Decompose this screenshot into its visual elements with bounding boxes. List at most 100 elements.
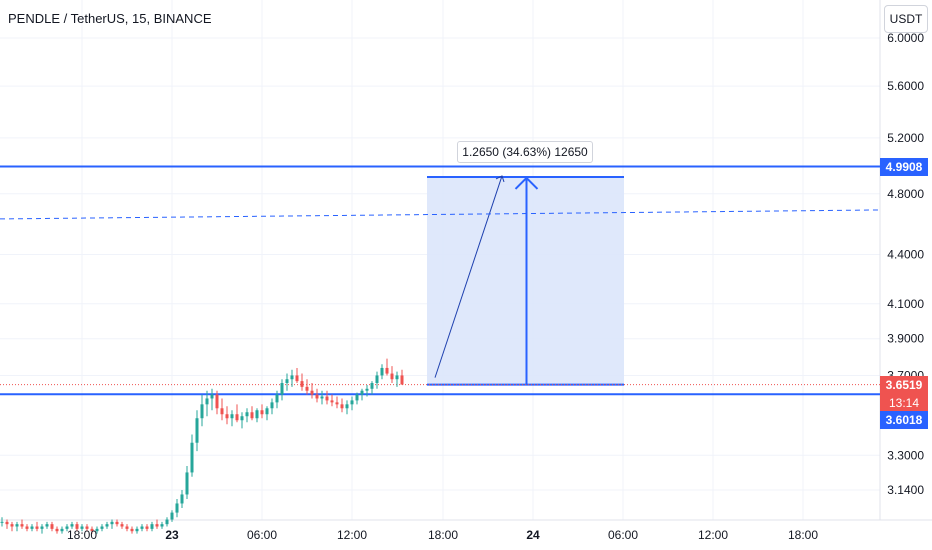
candle-body <box>140 526 144 529</box>
candle-body <box>375 375 379 384</box>
candle-body <box>185 472 189 495</box>
candle-body <box>385 367 389 374</box>
candle-body <box>135 528 139 532</box>
candle-body <box>220 408 224 415</box>
candle-body <box>270 402 274 409</box>
candle-body <box>195 418 199 443</box>
candle-body <box>55 528 59 532</box>
price-tick-label: 3.1400 <box>887 483 924 497</box>
candle-body <box>390 373 394 380</box>
candle-body <box>245 412 249 417</box>
measure-arrow-head <box>514 176 539 190</box>
candle-body <box>285 379 289 384</box>
candle-body <box>40 526 44 529</box>
price-tick-label: 6.0000 <box>887 31 924 45</box>
price-tick-label: 3.9000 <box>887 332 924 346</box>
time-tick-label: 06:00 <box>247 528 277 542</box>
diagonal-arrow-line <box>434 175 503 378</box>
price-tick-label: 4.1000 <box>887 297 924 311</box>
candle-body <box>90 528 94 532</box>
candle-body <box>155 524 159 527</box>
candle-body <box>145 526 149 529</box>
candle-body <box>260 410 264 415</box>
candle-body <box>95 528 99 532</box>
countdown-tag: 13:14 <box>880 393 928 412</box>
currency-button[interactable]: USDT <box>884 5 928 33</box>
candle-body <box>190 442 194 473</box>
candle-body <box>35 526 39 529</box>
symbol-title[interactable]: PENDLE / TetherUS, 15, BINANCE <box>8 11 212 26</box>
candle-body <box>15 524 19 527</box>
candle-body <box>340 404 344 409</box>
price-tick-label: 4.8000 <box>887 187 924 201</box>
candle-body <box>175 503 179 513</box>
candle-body <box>400 375 404 385</box>
candle-body <box>370 383 374 389</box>
candle-body <box>160 524 164 527</box>
candle-body <box>230 414 234 419</box>
candle-body <box>5 521 9 525</box>
candle-body <box>125 526 129 529</box>
candle-body <box>70 524 74 527</box>
candle-body <box>225 414 229 419</box>
candle-body <box>360 390 364 395</box>
candle-body <box>80 526 84 529</box>
time-tick-label: 23 <box>165 528 179 542</box>
candle-body <box>280 383 284 395</box>
candle-body <box>325 396 329 401</box>
level-top-price-tag: 4.9908 <box>880 157 928 176</box>
candle-body <box>315 394 319 399</box>
time-tick-label: 18:00 <box>428 528 458 542</box>
price-tick-label: 3.3000 <box>887 448 924 462</box>
candle-body <box>10 524 14 527</box>
candle-body <box>305 386 309 391</box>
candle-body <box>265 408 269 415</box>
candles <box>0 358 404 534</box>
candle-body <box>180 494 184 504</box>
time-tick-label: 18:00 <box>788 528 818 542</box>
candle-body <box>355 394 359 401</box>
time-tick-label: 18:00 <box>67 528 97 542</box>
candle-body <box>75 524 79 529</box>
candle-body <box>120 524 124 527</box>
candle-body <box>365 388 369 391</box>
candle-body <box>350 400 354 405</box>
candle-body <box>25 526 29 529</box>
candle-body <box>290 375 294 380</box>
candle-body <box>345 404 349 409</box>
trend-line <box>0 209 881 220</box>
measure-tool <box>427 175 624 386</box>
candle-body <box>0 521 4 523</box>
time-tick-label: 12:00 <box>337 528 367 542</box>
candle-body <box>85 526 89 529</box>
measure-text: 1.2650 (34.63%) 12650 <box>462 145 588 159</box>
candle-body <box>300 381 304 387</box>
candle-body <box>170 512 174 520</box>
price-axis-panel <box>880 0 932 550</box>
candle-body <box>130 528 134 532</box>
candle-body <box>45 524 49 527</box>
candle-body <box>60 528 64 532</box>
price-tick-label: 5.2000 <box>887 131 924 145</box>
candle-body <box>210 394 214 399</box>
candle-body <box>110 521 114 525</box>
time-axis-labels: 18:00 23 06:00 12:00 18:00 24 06:00 12:00 18:00 <box>67 528 818 542</box>
candle-body <box>255 410 259 419</box>
price-tick-label: 4.4000 <box>887 247 924 261</box>
candle-body <box>215 394 219 409</box>
level-bottom-price-tag: 3.6018 <box>880 411 928 430</box>
candle-body <box>335 402 339 405</box>
candle-body <box>165 519 169 525</box>
candle-body <box>105 524 109 527</box>
candle-body <box>250 412 254 419</box>
candle-body <box>380 367 384 376</box>
candle-body <box>150 524 154 529</box>
last-price-tag: 3.6519 <box>880 375 928 394</box>
candle-body <box>295 375 299 382</box>
candle-body <box>115 521 119 525</box>
candle-body <box>235 414 239 421</box>
candle-body <box>320 396 324 399</box>
candle-body <box>275 394 279 403</box>
